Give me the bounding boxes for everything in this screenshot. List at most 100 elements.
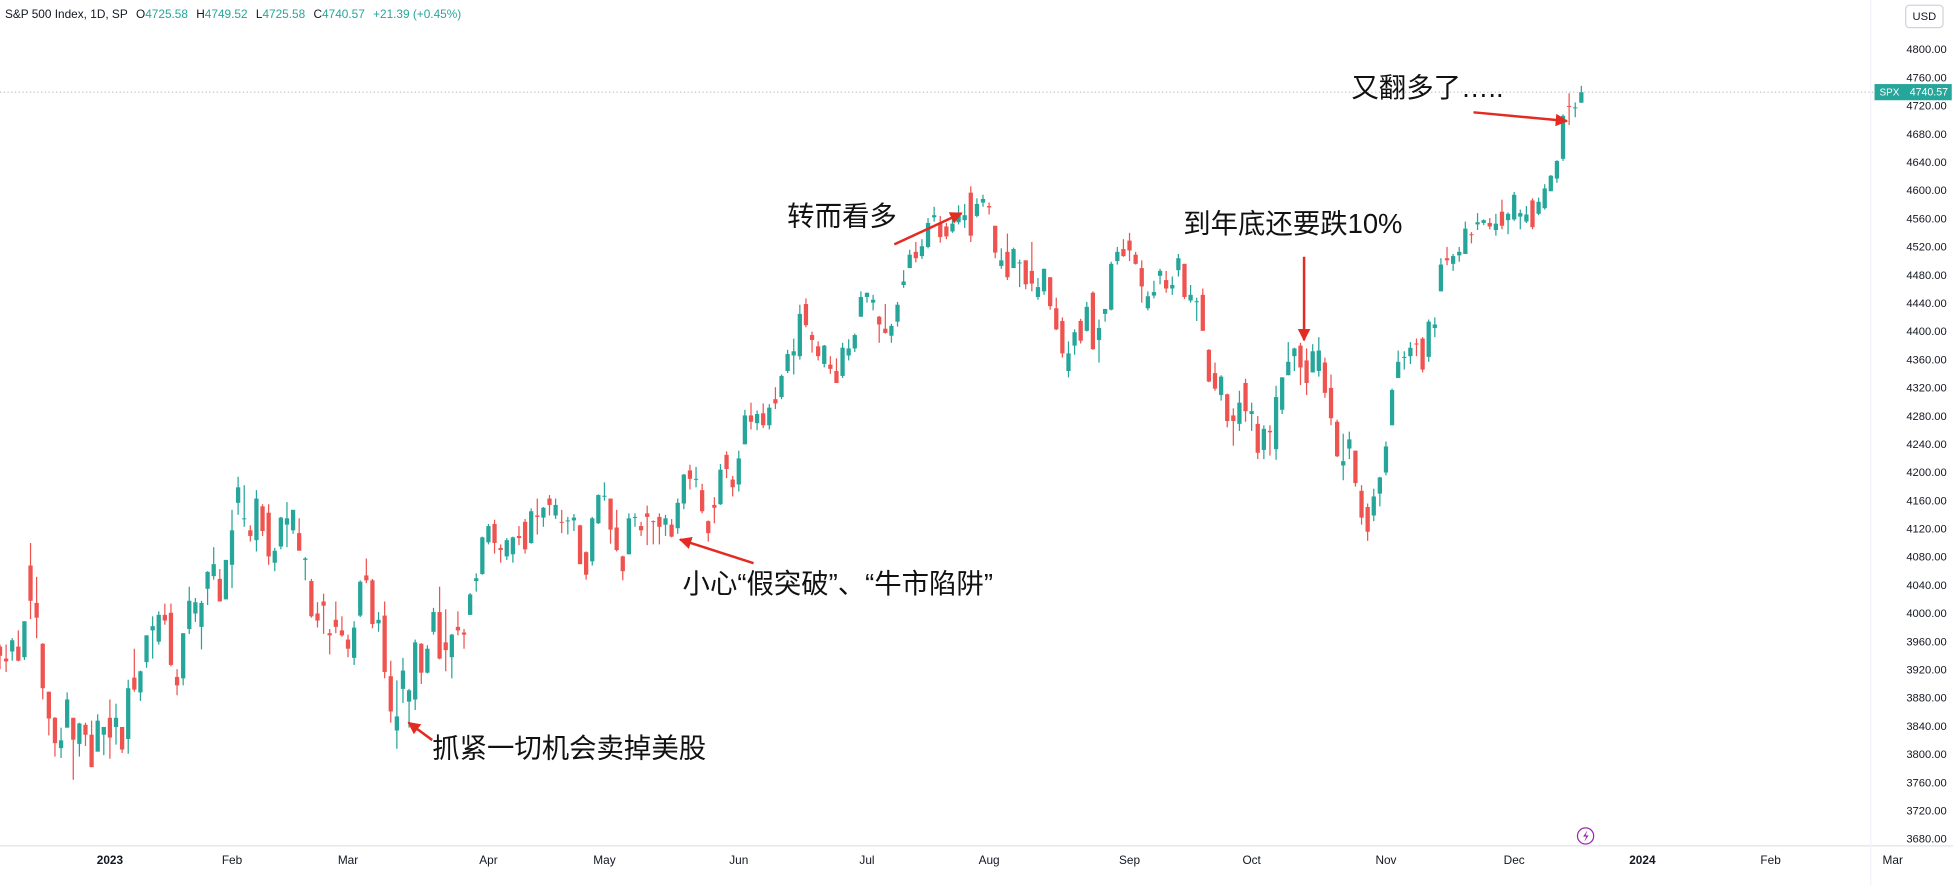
candle-body xyxy=(736,458,741,485)
candle-body xyxy=(132,677,137,690)
candle-body xyxy=(162,614,167,621)
candle-body xyxy=(107,717,113,738)
candle-body xyxy=(1383,446,1389,473)
candle-body xyxy=(1029,270,1034,284)
annotation-arrow xyxy=(1473,111,1569,127)
annotation: 抓紧一切机会卖掉美股 xyxy=(432,732,706,763)
x-tick-label: Feb xyxy=(222,853,243,867)
candle-body xyxy=(895,304,900,322)
candle-body xyxy=(413,642,418,700)
candle-body xyxy=(797,313,802,357)
candle-body xyxy=(877,316,882,325)
candle-body xyxy=(327,633,332,636)
x-tick-label: Aug xyxy=(979,853,1000,867)
candle-body xyxy=(486,526,491,543)
candle-body xyxy=(71,717,76,740)
candle-body xyxy=(1463,228,1468,254)
candle-body xyxy=(1371,496,1376,516)
candle-body xyxy=(962,215,967,221)
ticker: SPX xyxy=(1880,87,1900,98)
candle-body xyxy=(791,351,796,356)
candle-body xyxy=(669,524,674,537)
candle-body xyxy=(535,515,540,517)
candle-body xyxy=(919,246,925,257)
candle-body xyxy=(119,726,125,750)
annotation-arrow xyxy=(678,537,754,565)
y-tick-label: 4800.00 xyxy=(1906,44,1946,56)
annotation: 小心“假突破”、“牛市陷阱” xyxy=(683,568,993,599)
candle-body xyxy=(1109,263,1114,310)
candle-body xyxy=(559,521,564,523)
candle-body xyxy=(803,304,809,326)
y-tick-label: 4440.00 xyxy=(1906,298,1946,310)
candle-body xyxy=(1164,280,1169,289)
candle-body xyxy=(1206,349,1212,382)
candle-body xyxy=(1542,188,1547,209)
candle-body xyxy=(339,630,345,636)
ohlc-value: 4749.52 xyxy=(205,7,248,21)
candle-body xyxy=(1347,439,1352,449)
candle-body xyxy=(1188,294,1193,301)
candle-body xyxy=(1426,321,1431,357)
candle-body xyxy=(1017,262,1022,264)
candle-body xyxy=(22,621,27,658)
candle-body xyxy=(779,375,784,398)
candle-body xyxy=(1225,394,1230,422)
candle-body xyxy=(1304,360,1309,383)
candle-body xyxy=(1212,373,1218,389)
candle-body xyxy=(364,575,369,581)
candle-body xyxy=(467,594,473,615)
candle-body xyxy=(1377,477,1382,494)
candle-body xyxy=(1389,390,1395,426)
candle-body xyxy=(40,643,45,689)
candle-body xyxy=(144,635,149,663)
candle-body xyxy=(1353,450,1358,484)
candle-body xyxy=(852,335,857,349)
candle-body xyxy=(1139,268,1144,287)
candle-body xyxy=(199,602,204,627)
candle-body xyxy=(1115,251,1120,262)
y-tick-label: 4120.00 xyxy=(1906,524,1946,536)
candle-body xyxy=(345,639,351,649)
candle-body xyxy=(1524,214,1529,222)
candle-body xyxy=(1102,308,1108,314)
candle-body xyxy=(1560,115,1566,159)
candle-body xyxy=(748,415,754,422)
y-tick-label: 4680.00 xyxy=(1906,129,1946,141)
candle-body xyxy=(449,634,454,658)
x-tick-label: 2024 xyxy=(1629,853,1656,867)
candle-body xyxy=(724,454,729,469)
candle-body xyxy=(932,215,937,218)
y-tick-label: 3840.00 xyxy=(1906,721,1946,733)
candle-body xyxy=(46,691,51,719)
y-tick-label: 4760.00 xyxy=(1906,72,1946,84)
candle-body xyxy=(1444,258,1450,261)
candle-body xyxy=(425,648,430,673)
y-tick-label: 4040.00 xyxy=(1906,580,1946,592)
x-tick-label: Mar xyxy=(338,853,358,867)
candle-body xyxy=(858,296,864,317)
candle-body xyxy=(1530,200,1535,228)
candle-body xyxy=(443,642,448,651)
y-tick-label: 3920.00 xyxy=(1906,665,1946,677)
annotation: 转而看多 xyxy=(787,200,897,231)
x-tick-label: May xyxy=(593,853,615,867)
candle-body xyxy=(297,533,302,551)
candle-body xyxy=(156,614,161,642)
candle-body xyxy=(492,523,497,543)
candle-body xyxy=(266,512,271,557)
candle-body xyxy=(1408,347,1413,357)
candle-body xyxy=(1157,270,1163,276)
candle-body xyxy=(1066,353,1071,371)
candle-body xyxy=(950,223,955,232)
candle-body xyxy=(712,504,717,508)
currency-box[interactable] xyxy=(1905,4,1944,29)
candle-body xyxy=(742,415,748,445)
candle-body xyxy=(1249,411,1254,414)
candle-body xyxy=(657,516,662,527)
candle-body xyxy=(1048,277,1053,307)
x-tick-label: Feb xyxy=(1760,853,1781,867)
candle-body xyxy=(718,469,723,505)
currency: USD xyxy=(1913,11,1937,23)
candle-body xyxy=(83,724,88,735)
